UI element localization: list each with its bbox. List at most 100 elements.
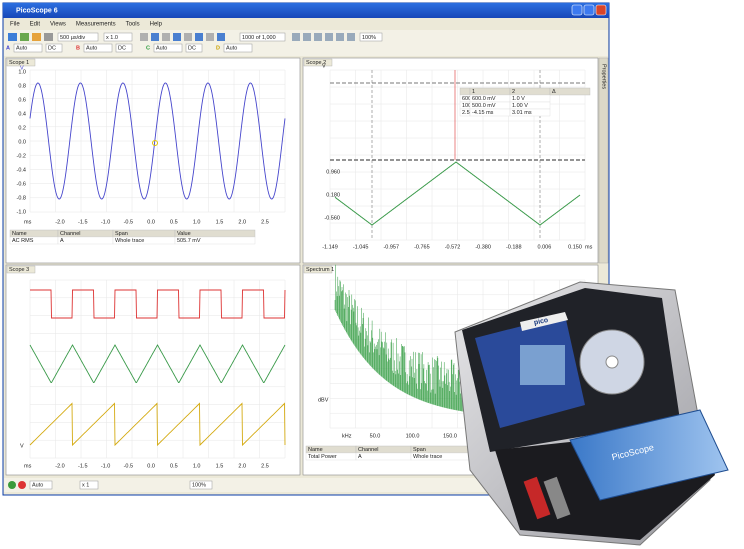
menu-item[interactable]: File	[10, 22, 20, 28]
tab[interactable]	[303, 265, 333, 274]
x-tick-label: 0.0	[147, 463, 155, 469]
y-tick-label: -0.4	[17, 167, 26, 173]
channel-id: A	[6, 45, 10, 51]
channel-range: Auto	[226, 45, 237, 51]
tab[interactable]	[303, 58, 333, 67]
tool-icon[interactable]	[8, 33, 17, 41]
menu-item[interactable]: Views	[50, 22, 66, 28]
tool-icon[interactable]	[314, 33, 322, 41]
range-box[interactable]	[153, 43, 183, 53]
tab-label[interactable]: Scope 3	[9, 267, 29, 273]
x-tick-label: -0.765	[414, 244, 430, 250]
probe	[543, 476, 571, 520]
tool-icon[interactable]	[217, 33, 225, 41]
stop-button[interactable]	[18, 481, 26, 489]
run-button[interactable]	[8, 481, 16, 489]
x-unit: ms	[585, 244, 593, 250]
tab-label[interactable]: Scope 1	[9, 60, 29, 66]
tool-icon[interactable]	[32, 33, 41, 41]
y-tick-label: 1.0	[18, 69, 26, 75]
title-bar	[3, 3, 609, 18]
y-unit: V	[20, 65, 24, 71]
device	[569, 409, 729, 501]
side-tab[interactable]: Properties	[601, 64, 607, 89]
channel-id: C	[146, 45, 150, 51]
tool-icon[interactable]	[140, 33, 148, 41]
tool-icon[interactable]	[325, 33, 333, 41]
side-panel[interactable]	[598, 57, 609, 264]
menu-item[interactable]: Edit	[30, 22, 41, 28]
maximize-button[interactable]	[583, 4, 595, 16]
x-unit: kHz	[342, 433, 352, 439]
tool-icon[interactable]	[162, 33, 170, 41]
x-tick-label: 1.5	[216, 463, 224, 469]
channel-range: Auto	[16, 45, 27, 51]
tool-icon[interactable]	[151, 33, 159, 41]
menu-item[interactable]: Measurements	[76, 22, 116, 28]
range-box[interactable]	[83, 43, 113, 53]
table-cell-text: 3.01 ms	[512, 110, 532, 116]
x-tick-label: -0.5	[124, 219, 133, 225]
tool-icon[interactable]	[347, 33, 355, 41]
manual-image	[520, 345, 565, 385]
tab-label[interactable]: Spectrum 1	[306, 267, 334, 273]
percent-box[interactable]	[359, 32, 383, 42]
table-cell-text: A	[358, 454, 362, 460]
minimize-button[interactable]	[571, 4, 583, 16]
table-cell-text: 505.7 mV	[177, 238, 201, 244]
close-button[interactable]	[595, 4, 607, 16]
channel-range: Auto	[86, 45, 97, 51]
tool-icon[interactable]	[173, 33, 181, 41]
tool-icon[interactable]	[336, 33, 344, 41]
percent-box[interactable]	[189, 480, 213, 490]
triangle-wave	[29, 344, 286, 384]
coupling-box[interactable]	[45, 43, 63, 53]
tool-icon[interactable]	[20, 33, 29, 41]
y-tick-label: 0.180	[326, 192, 340, 198]
menu-item[interactable]: Help	[150, 22, 163, 28]
x-tick-label: 1.0	[193, 463, 201, 469]
menu-item[interactable]: Tools	[126, 22, 140, 28]
tool-icon[interactable]	[195, 33, 203, 41]
zoom-box[interactable]	[103, 32, 133, 42]
table-cell	[57, 236, 114, 245]
zoom: x 1.0	[106, 35, 118, 41]
channel-id: B	[76, 45, 80, 51]
coupling-box[interactable]	[115, 43, 133, 53]
tab[interactable]	[6, 58, 36, 67]
status-mode: Auto	[32, 482, 43, 488]
range-box[interactable]	[13, 43, 43, 53]
table-header-label: Name	[308, 447, 323, 453]
tab[interactable]	[6, 265, 36, 274]
x-unit: ms	[24, 219, 32, 225]
table-header-label: Channel	[60, 231, 81, 237]
probe	[523, 476, 551, 520]
x-tick-label: 0.150	[568, 244, 582, 250]
tool-icon[interactable]	[292, 33, 300, 41]
y-tick-label: -1.0	[17, 209, 26, 215]
tool-icon[interactable]	[184, 33, 192, 41]
table-cell	[174, 236, 256, 245]
range-box[interactable]	[223, 43, 253, 53]
channel-coupling: DC	[188, 45, 196, 51]
x-tick-label: 50.0	[370, 433, 381, 439]
tool-icon[interactable]	[303, 33, 311, 41]
table-cell-text: Total Power	[308, 454, 337, 460]
mode-box[interactable]	[29, 480, 53, 490]
zoom-box[interactable]	[79, 480, 99, 490]
captures-box[interactable]	[239, 32, 286, 42]
channel-range: Auto	[156, 45, 167, 51]
timebase-box[interactable]	[57, 32, 99, 42]
x-tick-label: 0.5	[170, 463, 178, 469]
x-tick-label: 2.0	[238, 219, 246, 225]
tab-label[interactable]: Scope 2	[306, 60, 326, 66]
y-tick-label: 0.4	[18, 111, 26, 117]
tool-icon[interactable]	[206, 33, 214, 41]
tool-icon[interactable]	[44, 33, 53, 41]
x-tick-label: -1.045	[353, 244, 369, 250]
table-cell	[509, 108, 551, 117]
y-tick-label: 0.8	[18, 83, 26, 89]
coupling-box[interactable]	[185, 43, 203, 53]
table-cell-text: -4.15 ms	[472, 110, 494, 116]
y-tick-label: 0.960	[326, 169, 340, 175]
